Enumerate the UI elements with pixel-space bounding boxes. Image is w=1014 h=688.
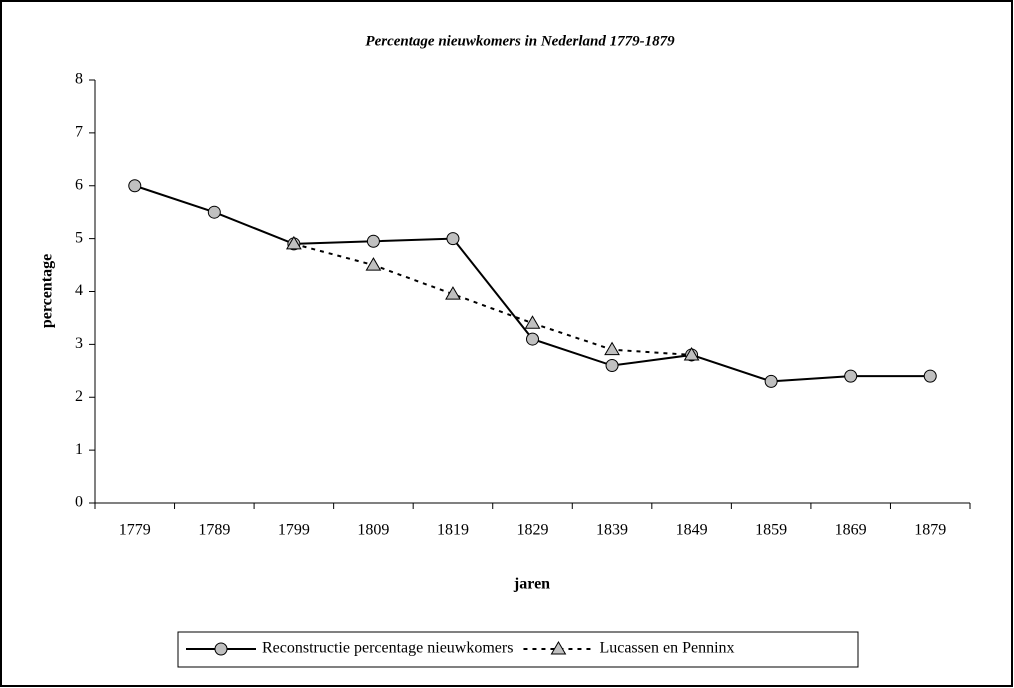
y-tick-label: 1 (75, 441, 83, 458)
x-tick-label: 1879 (914, 522, 946, 539)
y-tick-label: 8 (75, 71, 83, 88)
chart-title: Percentage nieuwkomers in Nederland 1779… (365, 33, 675, 49)
y-tick-label: 6 (75, 176, 83, 193)
x-axis-title: jaren (513, 576, 550, 593)
data-point (128, 179, 142, 193)
y-tick-label: 4 (75, 282, 83, 299)
data-point (445, 286, 461, 300)
data-point (844, 369, 858, 383)
y-tick-label: 2 (75, 388, 83, 405)
x-tick-label: 1839 (596, 522, 628, 539)
y-tick-label: 5 (75, 229, 83, 246)
x-tick-label: 1799 (278, 522, 310, 539)
data-point (285, 235, 302, 250)
data-point (605, 359, 619, 373)
x-tick-label: 1849 (676, 522, 708, 539)
data-point (365, 257, 382, 271)
x-tick-label: 1779 (119, 522, 151, 539)
x-tick-label: 1819 (437, 522, 469, 539)
y-axis-title: percentage (39, 254, 56, 328)
data-point (683, 346, 700, 361)
legend-marker (550, 641, 567, 655)
y-tick-label: 7 (75, 124, 83, 141)
y-tick-label: 0 (75, 494, 83, 511)
x-tick-label: 1829 (517, 522, 549, 539)
data-point (366, 234, 380, 248)
x-tick-label: 1809 (357, 522, 389, 539)
y-tick-label: 3 (75, 335, 83, 352)
legend-box (177, 631, 859, 668)
data-point (923, 369, 937, 383)
series-line (293, 242, 692, 356)
x-tick-label: 1789 (198, 522, 230, 539)
data-point (526, 332, 539, 346)
data-point (446, 232, 460, 246)
legend-marker (214, 642, 228, 656)
data-point (604, 341, 620, 356)
legend-label: Lucassen en Penninx (599, 640, 734, 657)
x-tick-label: 1859 (755, 522, 787, 539)
data-point (764, 374, 778, 388)
data-point (524, 315, 541, 329)
x-tick-label: 1869 (835, 522, 867, 539)
legend-label: Reconstructie percentage nieuwkomers (262, 640, 513, 657)
data-point (207, 205, 221, 219)
